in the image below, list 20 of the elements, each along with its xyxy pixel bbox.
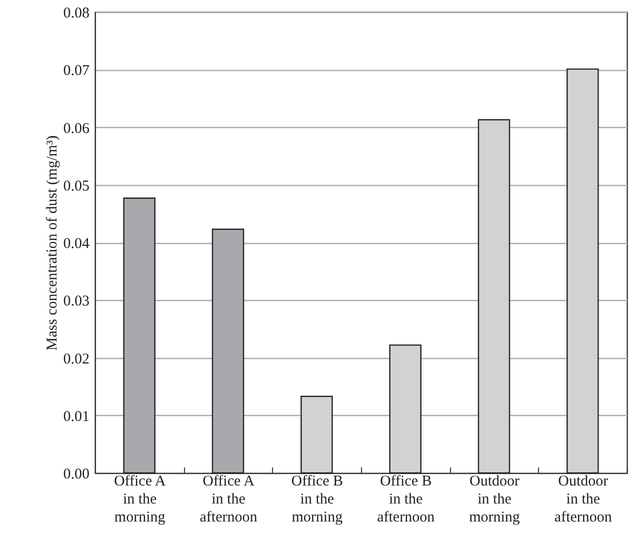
x-tick-label: Office A in the afternoon [200, 474, 258, 526]
bar [300, 396, 333, 474]
y-tick-label: 0.08 [63, 6, 90, 22]
bar [566, 68, 599, 474]
y-tick-label: 0.01 [63, 408, 90, 425]
y-tick-label: 0.00 [63, 466, 90, 482]
y-tick-label: 0.03 [63, 294, 90, 310]
x-tick-label: Office B in the afternoon [377, 474, 436, 526]
y-tick-label: 0.02 [63, 351, 90, 368]
y-tick-label: 0.07 [63, 63, 90, 80]
y-axis-title: Mass concentration of dust (mg/m³) [44, 135, 60, 351]
y-tick-label: 0.06 [63, 120, 90, 137]
x-tick-label: Office A in the morning [114, 474, 166, 526]
y-tick-label: 0.05 [63, 178, 90, 194]
x-tick-label: Outdoor in the afternoon [554, 474, 612, 526]
x-tick-label: Office B in the morning [291, 474, 344, 526]
bar [389, 344, 422, 474]
x-tick-label: Outdoor in the morning [469, 474, 520, 526]
bar [478, 119, 510, 474]
y-tick-label: 0.04 [63, 236, 90, 252]
